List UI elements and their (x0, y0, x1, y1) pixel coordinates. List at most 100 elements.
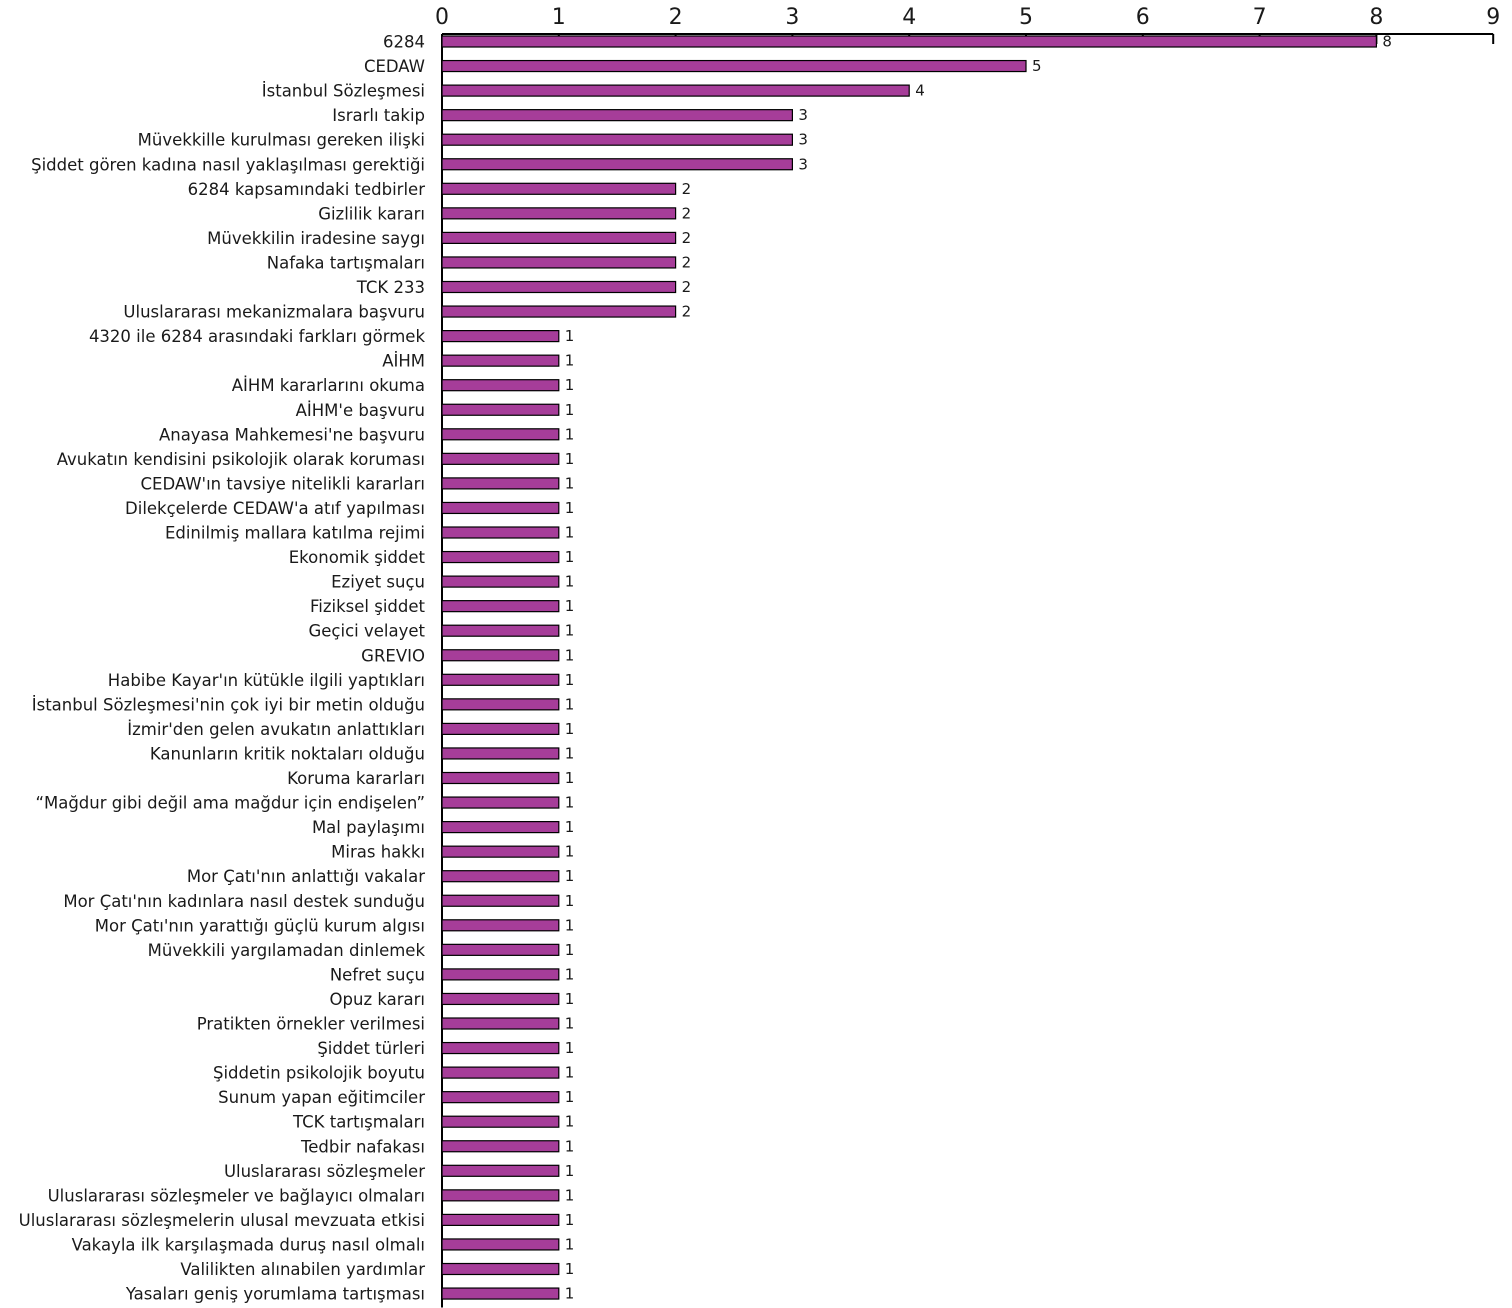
bars (441, 35, 1378, 1300)
bar (441, 501, 560, 515)
bar (441, 820, 560, 834)
bar (441, 452, 560, 465)
data-label: 1 (565, 1211, 575, 1229)
data-label: 1 (565, 916, 575, 934)
data-label: 1 (565, 818, 575, 836)
category-label: Dilekçelerde CEDAW'a atıf yapılması (125, 499, 425, 518)
bar (441, 624, 560, 637)
bar (441, 575, 560, 588)
data-label: 2 (682, 278, 692, 296)
category-label: Avukatın kendisini psikolojik olarak kor… (57, 450, 425, 469)
category-label: TCK tartışmaları (292, 1113, 425, 1132)
category-label: Mor Çatı'nın anlattığı vakalar (187, 867, 425, 886)
category-label: Yasaları geniş yorumlama tartışması (125, 1285, 425, 1304)
category-label: Uluslararası mekanizmalara başvuru (123, 303, 425, 322)
bar (441, 968, 560, 981)
data-label: 1 (565, 1235, 575, 1253)
bar (441, 305, 677, 318)
data-label: 1 (565, 548, 575, 566)
bar (441, 722, 560, 736)
category-label: 6284 (383, 33, 425, 52)
bar (441, 919, 560, 932)
bar (441, 1238, 560, 1251)
data-label: 1 (565, 425, 575, 443)
bar (441, 280, 677, 294)
bar (441, 992, 560, 1006)
data-label: 1 (565, 622, 575, 640)
data-label: 3 (798, 155, 808, 173)
data-labels: 8 5 4 3 3 3 2 2 2 2 2 2 1 1 1 1 1 1 1 1 1 1 1 1 1 1 1 1 1 1 1 1 1 1 1 1 1 1 1 1… (565, 33, 1392, 1303)
data-label: 1 (565, 941, 575, 959)
data-label: 1 (565, 695, 575, 713)
category-label: Israrlı takip (332, 106, 425, 125)
bar (441, 1287, 560, 1300)
data-label: 1 (565, 499, 575, 517)
bar (441, 256, 677, 269)
category-label: Uluslararası sözleşmeler (224, 1162, 425, 1181)
bar (441, 894, 560, 907)
bar (441, 403, 560, 416)
category-labels: 6284 CEDAW İstanbul Sözleşmesi Israrlı taki… (19, 33, 426, 1304)
bar (441, 747, 560, 760)
x-tick-label: 7 (1253, 5, 1267, 30)
category-label: İstanbul Sözleşmesi'nin çok iyi bir meti… (32, 695, 425, 714)
data-label: 1 (565, 450, 575, 468)
data-label: 1 (565, 1015, 575, 1033)
category-label: Nefret suçu (330, 965, 425, 984)
category-label: AİHM'e başvuru (296, 401, 425, 420)
bar (441, 1164, 560, 1177)
data-label: 4 (915, 82, 925, 100)
bar (441, 1140, 560, 1153)
category-label: Gizlilik kararı (318, 204, 425, 223)
bar (441, 231, 677, 244)
category-label: Uluslararası sözleşmelerin ulusal mevzua… (19, 1211, 425, 1230)
bar (441, 1066, 560, 1079)
data-label: 1 (565, 990, 575, 1008)
category-label: İzmir'den gelen avukatın anlattıkları (127, 720, 425, 739)
category-label: Miras hakkı (331, 843, 425, 862)
bar (441, 600, 560, 613)
data-label: 1 (565, 720, 575, 738)
category-label: Tedbir nafakası (300, 1137, 425, 1156)
bar (441, 943, 560, 956)
category-label: CEDAW (364, 57, 425, 76)
category-label: 6284 kapsamındaki tedbirler (188, 180, 426, 199)
data-label: 1 (565, 573, 575, 591)
x-tick-label: 9 (1486, 5, 1500, 30)
bar (441, 526, 560, 539)
data-label: 1 (565, 1039, 575, 1057)
data-label: 1 (565, 1186, 575, 1204)
category-label: Uluslararası sözleşmeler ve bağlayıcı ol… (48, 1186, 425, 1205)
category-label: İstanbul Sözleşmesi (262, 82, 425, 101)
x-tick-label: 6 (1136, 5, 1150, 30)
data-label: 2 (682, 253, 692, 271)
bar (441, 771, 560, 785)
category-label: Mal paylaşımı (312, 818, 425, 837)
category-label: “Mağdur gibi değil ama mağdur için endiş… (35, 794, 425, 813)
data-label: 5 (1032, 57, 1042, 75)
category-label: Anayasa Mahkemesi'ne başvuru (159, 425, 425, 444)
data-label: 1 (565, 892, 575, 910)
x-tick-label: 2 (669, 5, 683, 30)
category-label: Geçici velayet (309, 622, 426, 641)
bar (441, 1262, 560, 1276)
category-label: Habibe Kayar'ın kütükle ilgili yaptıklar… (108, 671, 425, 690)
x-tick-label: 1 (552, 5, 566, 30)
bar (441, 182, 677, 195)
data-label: 1 (565, 769, 575, 787)
data-label: 1 (565, 376, 575, 394)
data-label: 1 (565, 867, 575, 885)
bar (441, 59, 1027, 73)
data-label: 1 (565, 671, 575, 689)
data-label: 1 (565, 401, 575, 419)
bar (441, 207, 677, 220)
data-label: 3 (798, 131, 808, 149)
x-tick-label: 4 (902, 5, 916, 30)
data-label: 1 (565, 597, 575, 615)
data-label: 2 (682, 180, 692, 198)
bar (441, 796, 560, 809)
bar (441, 673, 560, 686)
category-label: Nafaka tartışmaları (267, 253, 425, 272)
bar (441, 330, 560, 343)
